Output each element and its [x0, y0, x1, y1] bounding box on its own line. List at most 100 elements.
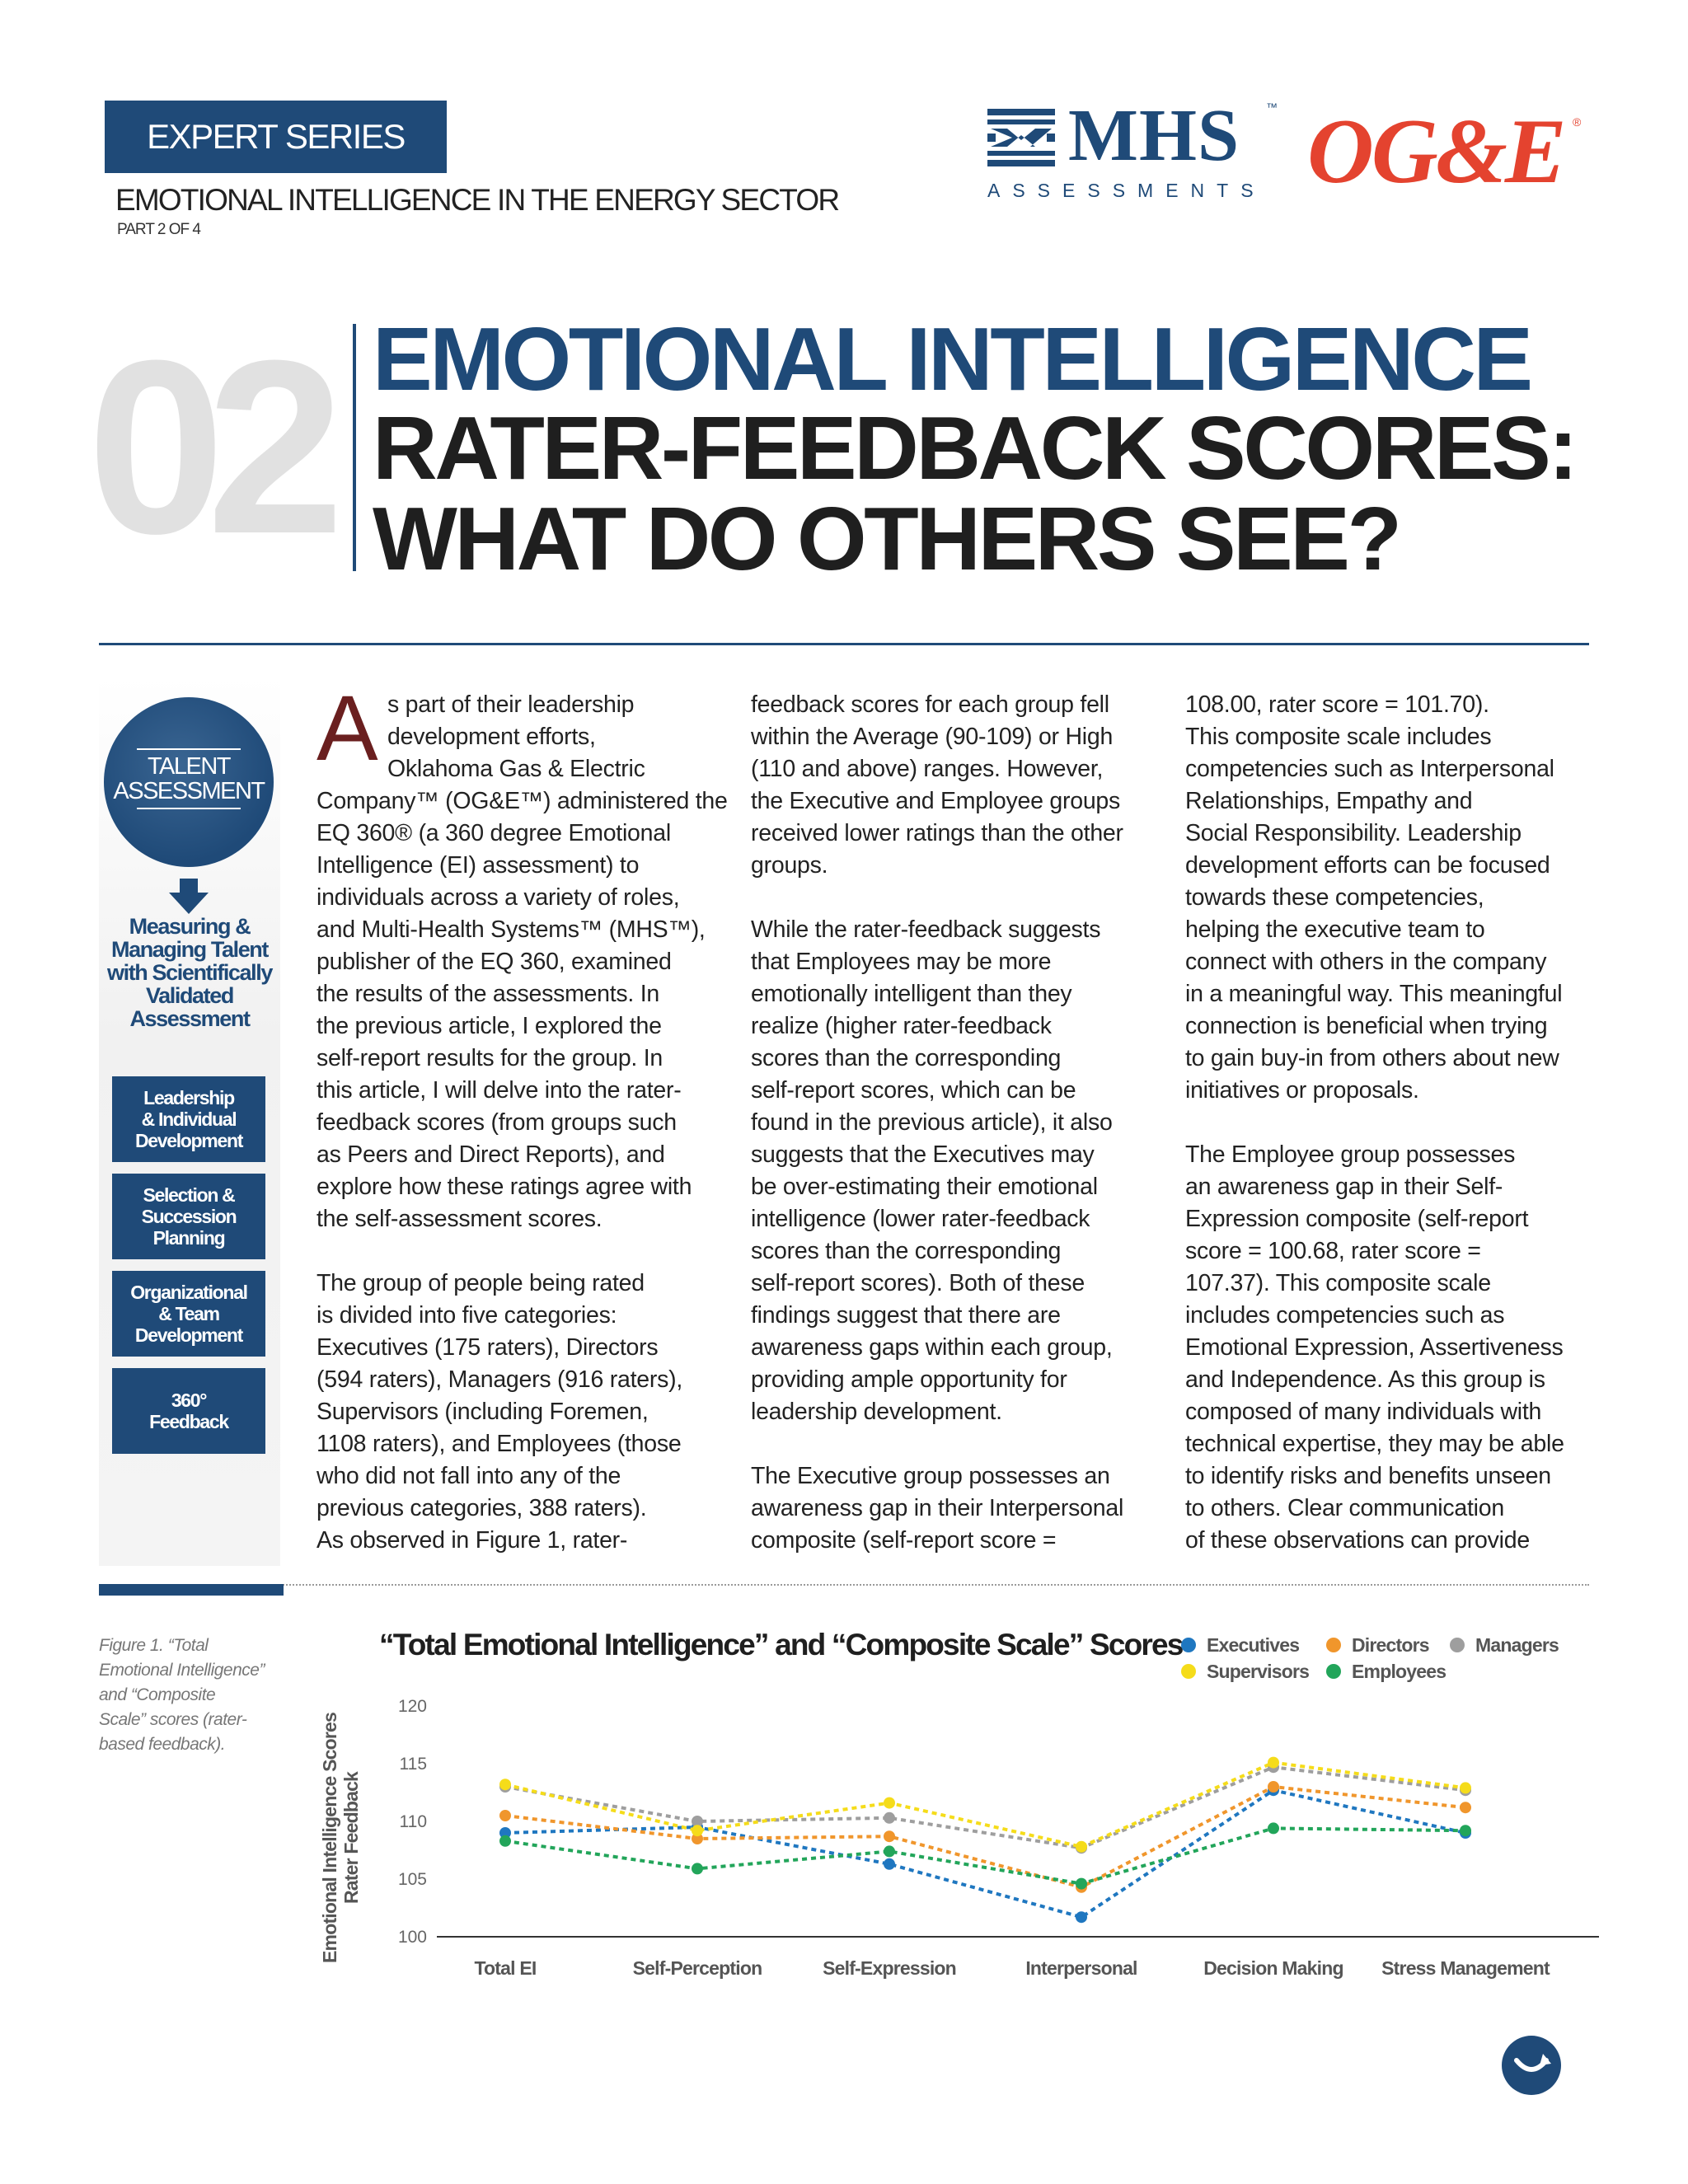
article-line: feedback scores for each group fell — [751, 691, 1109, 718]
article-line: s part of their leadership — [387, 691, 635, 718]
caption-line: based feedback). — [99, 1735, 226, 1754]
sidebar-box-leadership: Leadership & Individual Development — [112, 1076, 265, 1162]
data-point — [884, 1845, 895, 1858]
box-line: Feedback — [149, 1411, 229, 1432]
y-axis-title-line-1: Emotional Intelligence Scores — [319, 1713, 340, 1963]
article-line: self-report scores, which can be — [751, 1077, 1076, 1104]
tagline-line: Validated — [146, 983, 234, 1008]
page-turn-button[interactable] — [1502, 2036, 1561, 2095]
article-line: that Employees may be more — [751, 949, 1052, 975]
article-line: an awareness gap in their Self- — [1185, 1174, 1503, 1200]
article-line: Emotional Expression, Assertiveness — [1185, 1334, 1564, 1361]
legend-label: Directors — [1352, 1634, 1429, 1656]
article-line: Relationships, Empathy and — [1185, 788, 1473, 814]
data-point — [499, 1779, 511, 1791]
article-line: Intelligence (EI) assessment) to — [316, 852, 640, 879]
legend-swatch — [1326, 1664, 1341, 1679]
series-line — [504, 1765, 1466, 1850]
y-tick-label: 100 — [398, 1928, 427, 1947]
y-tick-label: 110 — [400, 1812, 427, 1831]
article-line: intelligence (lower rater-feedback — [751, 1206, 1090, 1232]
article-line: connection is beneficial when trying — [1185, 1013, 1548, 1039]
dropcap: A — [316, 677, 378, 780]
article-line: emotionally intelligent than they — [751, 981, 1072, 1007]
article-line: and Independence. As this group is — [1185, 1366, 1545, 1393]
article-line: as Peers and Direct Reports), and — [316, 1141, 665, 1168]
article-line: As observed in Figure 1, rater- — [316, 1527, 628, 1554]
article-line — [751, 1428, 1123, 1460]
article-line: scores than the corresponding — [751, 1045, 1062, 1071]
article-line — [1185, 1107, 1564, 1139]
article-line: realize (higher rater-feedback — [751, 1013, 1052, 1039]
series-line — [504, 1784, 1466, 1889]
box-line: Organizational — [130, 1282, 248, 1303]
series-badge: EXPERT SERIES — [105, 101, 447, 173]
article-line: While the rater-feedback suggests — [751, 916, 1101, 943]
oge-logo: OG&E — [1307, 101, 1567, 203]
article-line: composite (self-report score = — [751, 1527, 1057, 1554]
article-line: findings suggest that there are — [751, 1302, 1061, 1329]
box-line: Leadership — [143, 1087, 235, 1108]
article-line: towards these competencies, — [1185, 884, 1484, 911]
data-point — [1268, 1822, 1279, 1835]
box-line: 360° — [171, 1390, 208, 1411]
data-point — [1268, 1781, 1279, 1793]
article-line: the previous article, I explored the — [316, 1013, 662, 1039]
x-tick-label: Total EI — [475, 1957, 537, 1979]
x-tick-label: Decision Making — [1203, 1957, 1343, 1979]
legend-swatch — [1326, 1638, 1341, 1652]
sidebar-box-selection: Selection & Succession Planning — [112, 1174, 265, 1259]
chart-title: “Total Emotional Intelligence” and “Comp… — [379, 1628, 1184, 1661]
data-point — [884, 1811, 895, 1824]
data-point — [499, 1827, 511, 1839]
article-line: feedback scores (from groups such — [316, 1109, 677, 1136]
article-line: The group of people being rated — [316, 1270, 645, 1296]
article-line: leadership development. — [751, 1399, 1002, 1425]
page-turn-arrow-icon — [1514, 2054, 1551, 2072]
data-point — [1268, 1756, 1279, 1769]
box-line: Planning — [152, 1227, 226, 1249]
data-point — [1076, 1911, 1087, 1924]
article-line: (110 and above) ranges. However, — [751, 756, 1104, 782]
badge-line-2: ASSESSMENT — [113, 778, 265, 804]
article-line: Company™ (OG&E™) administered the — [316, 788, 728, 814]
article-line: the Executive and Employee groups — [751, 788, 1121, 814]
article-line: the results of the assessments. In — [316, 981, 660, 1007]
article-line: Social Responsibility. Leadership — [1185, 820, 1522, 846]
series-directors — [499, 1781, 1471, 1893]
article-line: be over-estimating their emotional — [751, 1174, 1098, 1200]
badge-rule-top — [137, 748, 241, 750]
data-point — [499, 1835, 511, 1847]
article-line: Expression composite (self-report — [1185, 1206, 1529, 1232]
article-line: 108.00, rater score = 101.70). — [1185, 691, 1489, 718]
article-line: self-report scores). Both of these — [751, 1270, 1085, 1296]
article-line: publisher of the EQ 360, examined — [316, 949, 672, 975]
legend-swatch — [1450, 1638, 1465, 1652]
x-tick-label: Interpersonal — [1025, 1957, 1137, 1979]
article-line: suggests that the Executives may — [751, 1141, 1095, 1168]
article-line: 107.37). This composite scale — [1185, 1270, 1491, 1296]
legend-label: Executives — [1207, 1634, 1299, 1656]
data-point — [499, 1810, 511, 1821]
data-point — [1460, 1825, 1471, 1837]
caption-line: and “Composite — [99, 1685, 216, 1704]
mhs-logo: MHS ™ ASSESSMENTS — [987, 99, 1284, 206]
y-tick-label: 115 — [400, 1755, 427, 1774]
title-rule — [353, 324, 356, 571]
series-badge-label: EXPERT SERIES — [147, 117, 406, 156]
article-line: The Employee group possesses — [1185, 1141, 1516, 1168]
article-line: 1108 raters), and Employees (those — [316, 1431, 682, 1457]
article-line: received lower ratings than the other — [751, 820, 1123, 846]
sidebar-box-organizational: Organizational & Team Development — [112, 1271, 265, 1357]
article-line: initiatives or proposals. — [1185, 1077, 1419, 1104]
legend-swatch — [1181, 1664, 1196, 1679]
box-line: Succession — [141, 1206, 237, 1227]
x-tick-label: Self-Expression — [823, 1957, 956, 1979]
article-line: Supervisors (including Foremen, — [316, 1399, 649, 1425]
line-chart: “Total Emotional Intelligence” and “Comp… — [319, 1628, 1599, 1979]
article-number: 02 — [87, 308, 345, 585]
series-subtitle: EMOTIONAL INTELLIGENCE IN THE ENERGY SEC… — [115, 183, 840, 217]
article-line: development efforts can be focused — [1185, 852, 1550, 879]
data-point — [692, 1833, 703, 1844]
article-line — [751, 882, 1123, 914]
